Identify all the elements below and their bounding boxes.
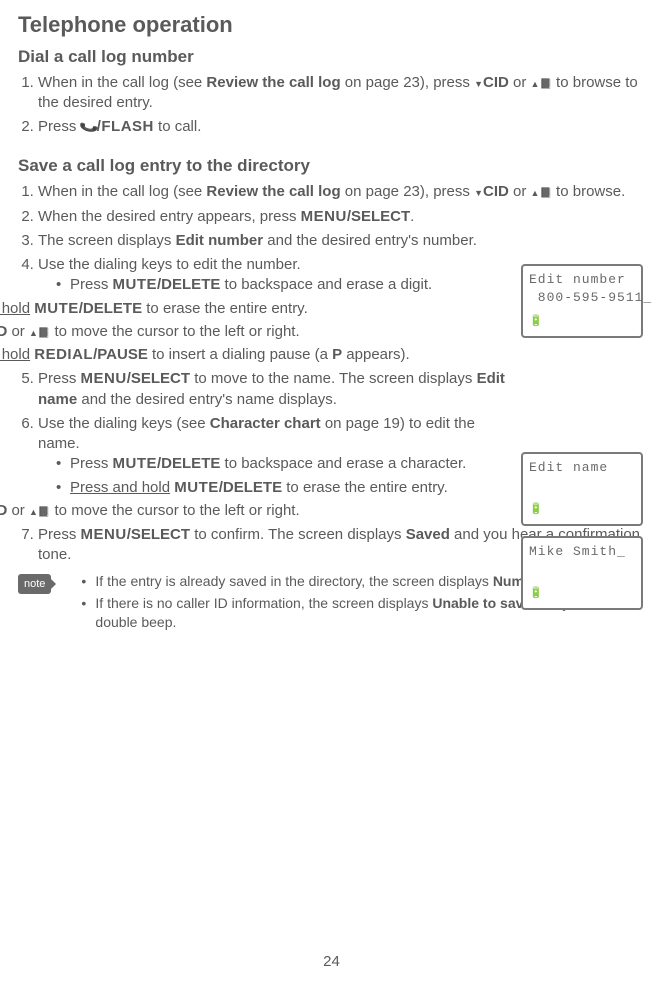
- text: to move to the name. The screen displays: [190, 370, 477, 387]
- s2-step4-bullets: Press MUTE/DELETE to backspace and erase…: [38, 275, 505, 365]
- section1-heading: Dial a call log number: [18, 46, 645, 69]
- text: to call.: [154, 118, 202, 135]
- s1-step1: When in the call log (see Review the cal…: [38, 73, 645, 114]
- text: Press: [38, 526, 81, 543]
- text: and the desired entry's number.: [263, 232, 477, 249]
- battery-icon: 🔋: [529, 587, 543, 602]
- text: The screen displays: [38, 232, 176, 249]
- text: on page 23), press: [341, 183, 474, 200]
- text: to erase the entire entry.: [282, 479, 448, 496]
- bullet: Press and hold MUTE/DELETE to erase the …: [0, 299, 505, 319]
- bold-text: Saved: [406, 526, 450, 543]
- text: When the desired entry appears, press: [38, 208, 301, 225]
- cid-down: CID: [474, 74, 509, 91]
- bold-text: Edit number: [176, 232, 264, 249]
- mute-delete: MUTE/DELETE: [113, 455, 221, 472]
- text: or to move the cursor to the left or rig…: [7, 502, 299, 519]
- s2-step2: When the desired entry appears, press ME…: [38, 207, 645, 227]
- text: When in the call log (see: [38, 183, 206, 200]
- section1-list: When in the call log (see Review the cal…: [18, 73, 645, 138]
- text: on page 23), press: [341, 74, 474, 91]
- page-title: Telephone operation: [18, 10, 645, 40]
- lcd-line: Edit number: [529, 271, 635, 289]
- bold-text: P: [332, 346, 342, 363]
- text: Press: [70, 455, 113, 472]
- text: Press: [70, 276, 113, 293]
- text: to erase the entire entry.: [142, 300, 308, 317]
- text: to confirm. The screen displays: [190, 526, 406, 543]
- text: or to move the cursor to the left or rig…: [7, 323, 299, 340]
- note-badge: note: [18, 574, 51, 595]
- text: .: [410, 208, 414, 225]
- flash-label: /FLASH: [97, 118, 154, 135]
- lcd-line: Mike Smith_: [529, 543, 635, 561]
- mute-delete: MUTE/DELETE: [174, 479, 282, 496]
- s1-step2: Press 📞/FLASH to call.: [38, 117, 645, 137]
- lcd-edit-number: Edit number 800-595-9511_ 🔋: [521, 264, 643, 338]
- s2-step3: The screen displays Edit number and the …: [38, 231, 645, 251]
- text: appears).: [342, 346, 410, 363]
- mute-delete: MUTE/DELETE: [113, 276, 221, 293]
- text: to backspace and erase a character.: [220, 455, 466, 472]
- text: Press: [38, 370, 81, 387]
- menu-select: MENU/SELECT: [301, 208, 411, 225]
- menu-select: MENU/SELECT: [81, 370, 191, 387]
- text: to insert a dialing pause (a: [148, 346, 332, 363]
- text: to backspace and erase a digit.: [220, 276, 432, 293]
- bullet: Press CID or to move the cursor to the l…: [0, 501, 505, 521]
- underline-text: Press and hold: [0, 300, 30, 317]
- underline-text: Press and hold: [0, 346, 30, 363]
- menu-select: MENU/SELECT: [81, 526, 191, 543]
- lcd-edit-name: Edit name 🔋: [521, 452, 643, 526]
- section2-heading: Save a call log entry to the directory: [18, 155, 645, 178]
- text: Press: [38, 118, 81, 135]
- lcd-name-value: Mike Smith_ 🔋: [521, 536, 643, 610]
- bullet: Press MUTE/DELETE to backspace and erase…: [56, 454, 505, 474]
- text: If the entry is already saved in the dir…: [95, 573, 492, 589]
- text: Use the dialing keys to edit the number.: [38, 256, 301, 273]
- bold-text: Review the call log: [206, 74, 340, 91]
- s2-step5: Press MENU/SELECT to move to the name. T…: [38, 369, 645, 410]
- bullet: Press CID or to move the cursor to the l…: [0, 322, 505, 342]
- battery-icon: 🔋: [529, 315, 543, 330]
- underline-text: Press and hold: [70, 479, 170, 496]
- bullet: Press and hold REDIAL/PAUSE to insert a …: [0, 345, 505, 365]
- lcd-line: Edit name: [529, 459, 635, 477]
- mute-delete: MUTE/DELETE: [34, 300, 142, 317]
- bold-text: Review the call log: [206, 183, 340, 200]
- bold-text: Character chart: [210, 415, 321, 432]
- text: or to browse.: [509, 183, 625, 200]
- battery-icon: 🔋: [529, 503, 543, 518]
- page-number: 24: [323, 952, 340, 972]
- bullet: Press MUTE/DELETE to backspace and erase…: [56, 275, 505, 295]
- text: When in the call log (see: [38, 74, 206, 91]
- lcd-line: 800-595-9511_: [529, 289, 635, 307]
- text: If there is no caller ID information, th…: [95, 595, 432, 611]
- s2-step1: When in the call log (see Review the cal…: [38, 182, 645, 202]
- text: and the desired entry's name displays.: [77, 391, 337, 408]
- cid-down: CID: [474, 183, 509, 200]
- text: Use the dialing keys (see: [38, 415, 210, 432]
- bold-text: Unable to save: [432, 595, 531, 611]
- redial-pause: REDIAL/PAUSE: [34, 346, 148, 363]
- s2-step6-bullets: Press MUTE/DELETE to backspace and erase…: [38, 454, 505, 521]
- bullet: Press and hold MUTE/DELETE to erase the …: [56, 478, 505, 498]
